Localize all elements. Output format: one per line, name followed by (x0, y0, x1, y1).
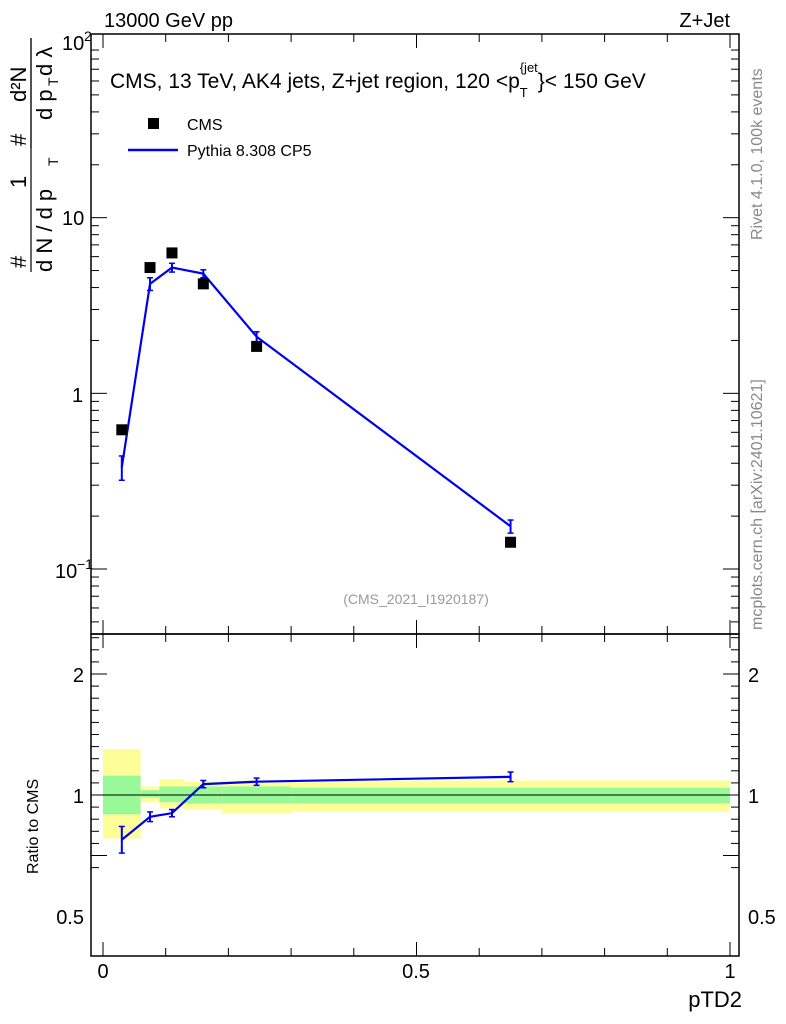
ratio-ytick-1: 1 (73, 786, 84, 808)
main-panel-marks (116, 247, 517, 548)
analysis-id: (CMS_2021_I1920187) (343, 591, 489, 607)
title-subscript: T (520, 85, 528, 100)
ylabel-dpt: d p (32, 89, 57, 120)
inner-band-bin (159, 786, 185, 803)
title-suffix: }< 150 GeV (538, 70, 646, 93)
ytick-label-0.1: 10 (55, 561, 77, 583)
axis-ticks (91, 34, 739, 956)
energy-label: 13000 GeV pp (104, 10, 233, 32)
inner-band-bin (291, 787, 730, 804)
process-label: Z+Jet (679, 10, 730, 32)
ratio-ytick-2: 2 (73, 665, 84, 687)
main-y-tick-labels: 10 2 10 1 10 −1 (55, 28, 93, 583)
mcplots-label: mcplots.cern.ch [arXiv:2401.10621] (749, 379, 766, 630)
ratio-uncertainty-bands (103, 749, 730, 839)
ratio-line (121, 775, 511, 841)
xtick-0.5: 0.5 (402, 961, 430, 983)
x-axis-label: pTD2 (688, 987, 742, 1012)
rivet-label: Rivet 4.1.0, 100k events (749, 68, 766, 240)
cms-data-point (144, 262, 156, 274)
legend-cms-marker (148, 118, 159, 129)
ylabel-dlambda: d λ (32, 47, 57, 76)
ratio-ytick-0.5: 0.5 (56, 907, 84, 929)
ylabel-t1: T (45, 157, 61, 166)
title-superscript: {jet (520, 60, 538, 75)
ratio-y-tick-labels: 2 1 0.5 2 1 0.5 (56, 665, 776, 929)
ylabel-one: 1 (6, 176, 31, 188)
ylabel-hash-1: # (6, 255, 31, 268)
xtick-0: 0 (97, 961, 108, 983)
cms-data-point (166, 247, 178, 259)
cms-data-point (251, 340, 263, 352)
legend-mc-label: Pythia 8.308 CP5 (187, 143, 312, 160)
ytick-label-10: 10 (62, 208, 84, 230)
ratio-y-axis-label: Ratio to CMS (25, 779, 42, 874)
title-prefix: CMS, 13 TeV, AK4 jets, Z+jet region, 120… (110, 70, 520, 93)
legend: CMS Pythia 8.308 CP5 (128, 117, 312, 160)
ylabel-hash-2: # (6, 133, 31, 146)
inner-band-bin (140, 790, 160, 798)
cms-data-point (197, 278, 209, 290)
ytick-label-100: 10 (62, 33, 84, 55)
ytick-label-100-exp: 2 (84, 28, 92, 44)
legend-cms-label: CMS (187, 117, 223, 134)
ytick-label-0.1-exp: −1 (77, 556, 93, 572)
ylabel-dn: d N / d p (32, 189, 57, 272)
ylabel-d2n: d²N (6, 67, 31, 102)
chart-title: CMS, 13 TeV, AK4 jets, Z+jet region, 120… (110, 60, 646, 100)
x-tick-labels: 0 0.5 1 (97, 961, 735, 983)
ytick-label-1: 1 (72, 385, 83, 407)
ratio-ytick-0.5-right: 0.5 (748, 907, 776, 929)
main-y-axis-label: # 1 d N / d p T # d²N d p T d λ (6, 38, 61, 272)
mc-line (120, 266, 512, 528)
cms-data-point (505, 536, 517, 548)
xtick-1: 1 (724, 961, 735, 983)
ratio-panel-marks (118, 771, 514, 854)
ratio-ytick-2-right: 2 (748, 665, 759, 687)
cms-data-point (116, 424, 128, 436)
ylabel-t2: T (45, 77, 61, 86)
ratio-ytick-1-right: 1 (748, 786, 759, 808)
svg-text:CMS, 13 TeV, AK4 jets, Z+jet r: CMS, 13 TeV, AK4 jets, Z+jet region, 120… (110, 60, 646, 100)
